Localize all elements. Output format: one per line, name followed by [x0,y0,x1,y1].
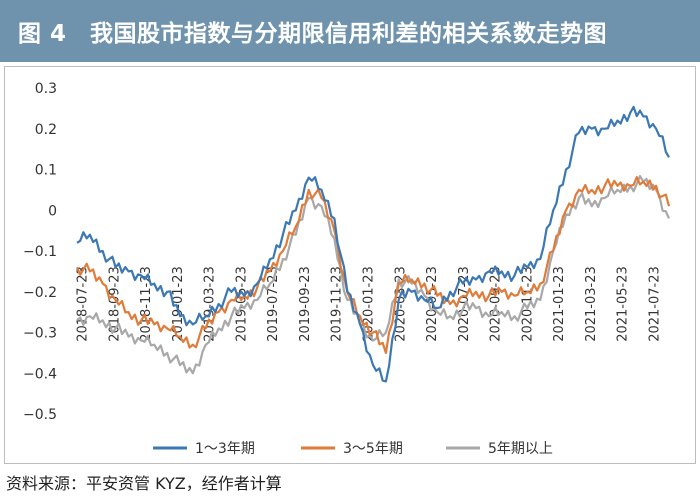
y-tick-label: −0.2 [23,285,57,301]
x-tick-label: 2018-07-23 [76,266,91,342]
figure-title-bar: 图 4 我国股市指数与分期限信用利差的相关系数走势图 [0,0,700,62]
y-tick-label: 0.2 [35,122,57,138]
y-tick-label: 0.3 [35,81,57,97]
series-line-3 [76,175,671,375]
y-tick-label: 0.1 [35,163,57,179]
y-tick-label: −0.1 [23,244,57,260]
x-tick-label: 2021-07-23 [648,266,663,342]
x-tick-label: 2020-09-23 [489,266,504,342]
line-chart: 0.3 0.2 0.1 0 −0.1 −0.2 −0.3 −0.4 −0.5 2018-07-23… [23,81,671,457]
legend-label: 3～5年期 [343,441,403,457]
source-note: 资料来源：平安资管 KYZ，经作者计算 [6,474,282,493]
figure-title: 图 4 我国股市指数与分期限信用利差的相关系数走势图 [18,21,608,47]
series-line-1 [76,105,670,383]
x-tick-label: 2019-11-23 [330,266,345,342]
chart-frame: 0.3 0.2 0.1 0 −0.1 −0.2 −0.3 −0.4 −0.5 2018-07-23… [4,66,696,464]
series-line-2 [75,176,671,354]
x-tick-label: 2021-03-23 [584,266,599,342]
y-tick-label: −0.5 [23,407,57,423]
y-tick-label: −0.4 [23,366,57,382]
x-tick-label: 2019-03-23 [203,266,218,342]
x-tick-label: 2021-05-23 [616,266,631,342]
y-tick-label: 0 [48,203,57,219]
y-tick-label: −0.3 [23,326,57,342]
legend-label: 1～3年期 [195,441,255,457]
legend-label: 5年期以上 [488,441,553,457]
x-tick-label: 2021-01-23 [552,266,567,342]
x-tick-label: 2019-09-23 [298,266,313,342]
x-tick-label: 2019-01-23 [171,266,186,342]
x-tick-label: 2019-05-23 [234,266,249,342]
x-tick-label: 2020-11-23 [520,266,535,342]
